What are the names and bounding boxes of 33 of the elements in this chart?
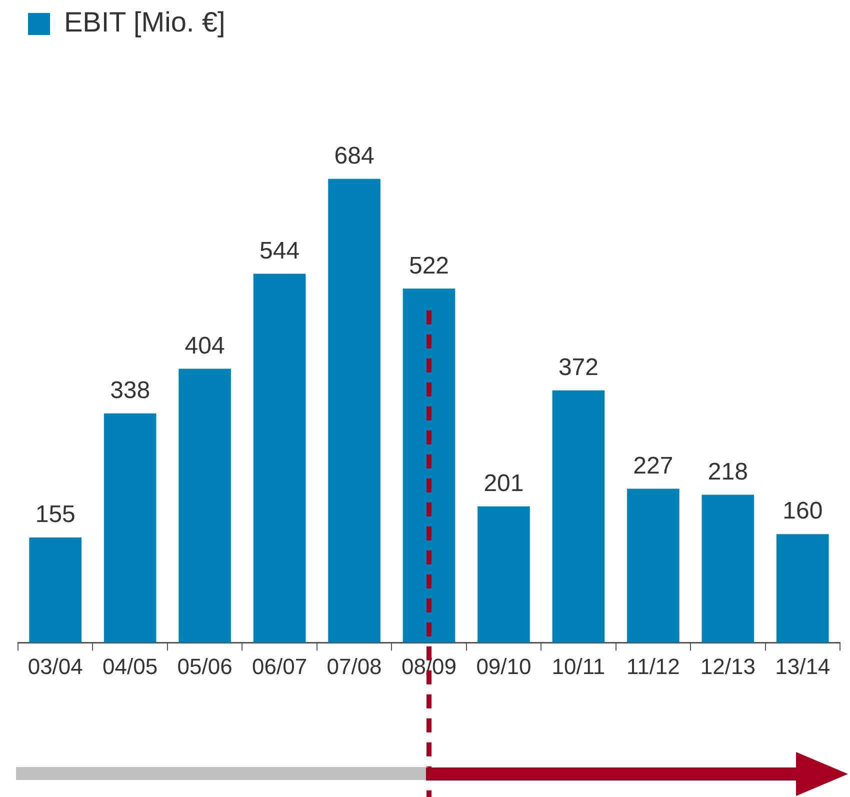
data-label: 522 (408, 252, 450, 280)
data-label: 338 (110, 377, 150, 404)
data-label: 684 (334, 142, 374, 170)
x-tick-label: 05/06 (177, 654, 232, 679)
bar (178, 368, 231, 643)
bar (104, 413, 156, 643)
legend-label: EBIT [Mio. €] (64, 6, 226, 38)
data-label: 160 (782, 498, 823, 525)
x-tick-label: 04/05 (102, 654, 158, 679)
data-label: 227 (633, 452, 674, 480)
bar (328, 178, 380, 643)
data-label: 155 (35, 501, 76, 528)
bar (776, 534, 829, 643)
x-tick-label: 03/04 (28, 654, 83, 679)
bar (627, 488, 680, 643)
data-label: 544 (260, 237, 300, 264)
x-tick-label: 12/13 (700, 654, 756, 679)
bar (478, 506, 530, 643)
data-label: 201 (484, 470, 524, 497)
bar (552, 390, 605, 643)
x-tick-label: 08/09 (401, 654, 457, 679)
data-label: 404 (184, 332, 225, 360)
x-tick-label: 09/10 (476, 654, 532, 679)
data-label: 218 (708, 458, 748, 486)
bar (702, 494, 754, 643)
x-tick-label: 13/14 (775, 654, 830, 679)
x-tick-label: 06/07 (252, 654, 308, 679)
x-tick-label: 11/12 (626, 654, 680, 679)
bar (253, 274, 306, 643)
x-tick-label: 07/08 (326, 654, 382, 679)
bar (29, 538, 82, 643)
data-label: 372 (558, 354, 598, 382)
x-tick-label: 10/11 (552, 654, 606, 679)
